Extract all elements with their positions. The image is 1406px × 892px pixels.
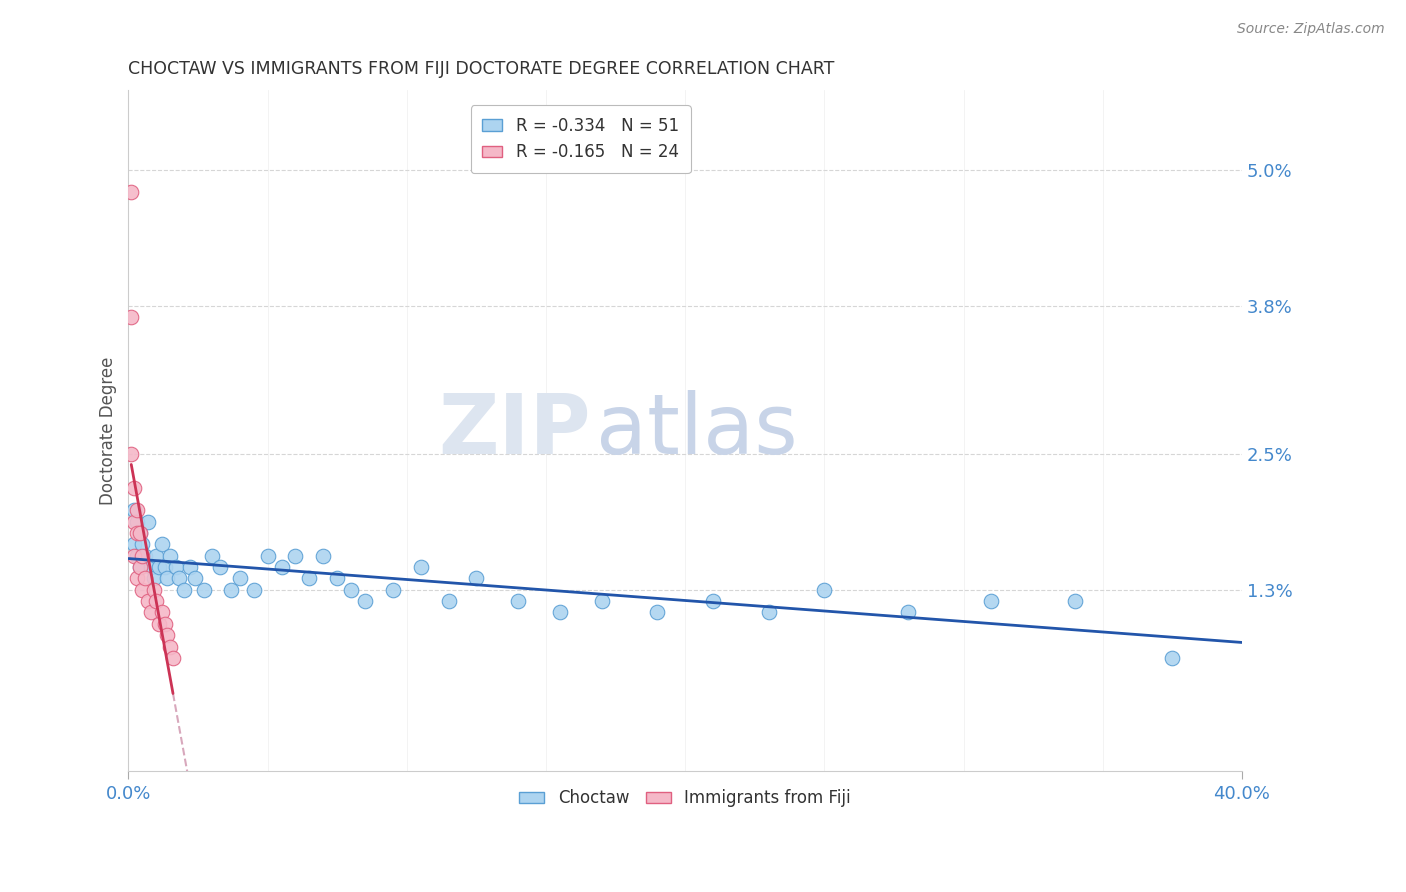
Point [128,560,150,574]
Point [131,549,153,563]
Point [150,537,173,551]
Text: CHOCTAW VS IMMIGRANTS FROM FIJI DOCTORATE DEGREE CORRELATION CHART: CHOCTAW VS IMMIGRANTS FROM FIJI DOCTORAT… [128,60,835,78]
Point [173,582,195,597]
Point [591,594,613,608]
Point [980,594,1002,608]
Point [125,571,148,585]
Point [1063,594,1085,608]
Point [179,560,201,574]
Point [125,526,148,541]
Point [120,446,142,460]
Point [312,549,335,563]
Point [201,549,224,563]
Point [284,549,307,563]
Point [148,616,170,631]
Point [122,515,145,529]
Point [647,606,669,620]
Point [139,606,162,620]
Point [150,606,173,620]
Point [136,515,159,529]
Point [122,503,145,517]
Point [702,594,724,608]
Point [256,549,278,563]
Point [221,582,243,597]
Point [465,571,488,585]
Point [156,628,179,642]
Point [156,571,179,585]
Point [437,594,460,608]
Point [159,640,181,654]
Point [159,549,181,563]
Point [148,560,170,574]
Point [209,560,232,574]
Point [508,594,530,608]
Point [165,560,187,574]
Point [136,594,159,608]
Point [153,616,176,631]
Point [128,560,150,574]
Point [167,571,190,585]
Point [897,606,920,620]
Point [758,606,780,620]
Point [134,549,156,563]
Point [125,515,148,529]
Text: atlas: atlas [596,391,797,471]
Point [139,560,162,574]
Point [340,582,363,597]
Point [548,606,571,620]
Point [193,582,215,597]
Point [354,594,377,608]
Point [122,481,145,495]
Point [134,571,156,585]
Point [145,549,167,563]
Point [142,571,165,585]
Legend: Choctaw, Immigrants from Fiji: Choctaw, Immigrants from Fiji [513,783,858,814]
Y-axis label: Doctorate Degree: Doctorate Degree [100,357,117,505]
Point [242,582,264,597]
Point [229,571,252,585]
Point [1161,651,1184,665]
Point [128,526,150,541]
Point [131,582,153,597]
Point [184,571,207,585]
Point [120,186,142,200]
Point [120,310,142,325]
Point [125,503,148,517]
Point [153,560,176,574]
Text: ZIP: ZIP [439,391,591,471]
Point [122,549,145,563]
Point [409,560,432,574]
Point [270,560,292,574]
Point [381,582,404,597]
Point [298,571,321,585]
Point [128,526,150,541]
Point [131,537,153,551]
Text: Source: ZipAtlas.com: Source: ZipAtlas.com [1237,22,1385,37]
Point [145,594,167,608]
Point [813,582,835,597]
Point [142,582,165,597]
Point [122,537,145,551]
Point [125,549,148,563]
Point [326,571,349,585]
Point [162,651,184,665]
